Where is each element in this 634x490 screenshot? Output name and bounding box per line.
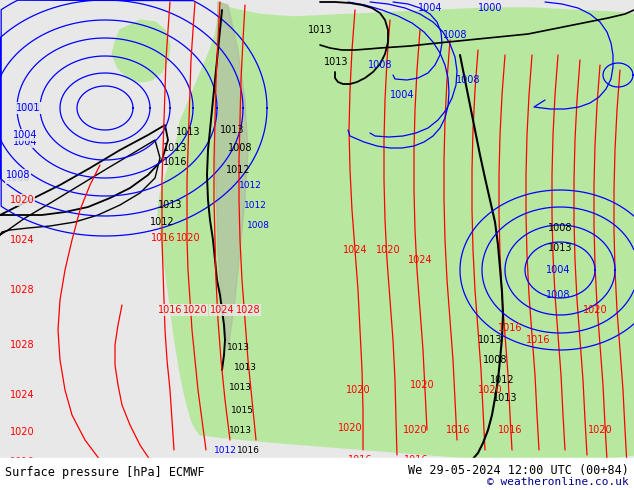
Polygon shape bbox=[215, 2, 248, 350]
Text: 1000: 1000 bbox=[478, 3, 502, 13]
Polygon shape bbox=[112, 20, 170, 82]
Text: 1008: 1008 bbox=[548, 223, 573, 233]
Text: 1024: 1024 bbox=[210, 305, 235, 315]
Text: 1008: 1008 bbox=[368, 60, 392, 70]
Text: 1020: 1020 bbox=[376, 245, 400, 255]
Text: 1016: 1016 bbox=[163, 157, 187, 167]
Text: 1015: 1015 bbox=[231, 406, 254, 415]
Text: 1013: 1013 bbox=[226, 343, 250, 352]
Text: 1008: 1008 bbox=[482, 355, 507, 365]
Text: 1024: 1024 bbox=[343, 245, 367, 255]
Text: 1016: 1016 bbox=[158, 305, 182, 315]
Text: 1012: 1012 bbox=[150, 217, 174, 227]
Text: 1008: 1008 bbox=[443, 30, 467, 40]
Text: 1013: 1013 bbox=[228, 425, 252, 435]
Text: 1016: 1016 bbox=[404, 455, 428, 465]
Text: 1016: 1016 bbox=[236, 445, 259, 455]
Text: 1020: 1020 bbox=[403, 425, 427, 435]
Text: 1020: 1020 bbox=[338, 423, 362, 433]
Text: 1008: 1008 bbox=[456, 75, 480, 85]
Text: 1020: 1020 bbox=[10, 427, 34, 437]
Text: 1020: 1020 bbox=[588, 425, 612, 435]
Text: 1020: 1020 bbox=[583, 305, 607, 315]
Text: 1008: 1008 bbox=[247, 220, 269, 229]
Text: 1016: 1016 bbox=[446, 425, 470, 435]
Text: 1024: 1024 bbox=[10, 390, 34, 400]
Text: 1004: 1004 bbox=[13, 130, 37, 140]
Text: 1016: 1016 bbox=[151, 233, 175, 243]
Text: 1028: 1028 bbox=[10, 285, 34, 295]
Text: 1004: 1004 bbox=[390, 90, 414, 100]
Text: 1024: 1024 bbox=[10, 235, 34, 245]
Text: 1013: 1013 bbox=[307, 25, 332, 35]
Text: 1012: 1012 bbox=[243, 200, 266, 210]
Text: 1016: 1016 bbox=[10, 457, 34, 467]
Text: 1004: 1004 bbox=[13, 137, 37, 147]
Text: 1020: 1020 bbox=[10, 195, 34, 205]
Text: 1012: 1012 bbox=[238, 180, 261, 190]
Text: 1013: 1013 bbox=[324, 57, 348, 67]
Text: 1004: 1004 bbox=[418, 3, 443, 13]
Text: 1016: 1016 bbox=[348, 455, 372, 465]
Text: 1004: 1004 bbox=[546, 265, 570, 275]
Text: Surface pressure [hPa] ECMWF: Surface pressure [hPa] ECMWF bbox=[5, 466, 205, 479]
Text: 1013: 1013 bbox=[233, 364, 257, 372]
Text: 1012: 1012 bbox=[214, 445, 236, 455]
Text: 1028: 1028 bbox=[10, 340, 34, 350]
Text: 1020: 1020 bbox=[477, 385, 502, 395]
Text: 1013: 1013 bbox=[220, 125, 244, 135]
Text: 1008: 1008 bbox=[228, 143, 252, 153]
Text: 1012: 1012 bbox=[489, 375, 514, 385]
Text: 1028: 1028 bbox=[236, 305, 261, 315]
Text: 1008: 1008 bbox=[6, 173, 30, 183]
Text: 1013: 1013 bbox=[228, 384, 252, 392]
Text: 1001: 1001 bbox=[16, 103, 40, 113]
Text: 1008: 1008 bbox=[546, 290, 570, 300]
Text: 1013: 1013 bbox=[158, 200, 182, 210]
Text: We 29-05-2024 12:00 UTC (00+84): We 29-05-2024 12:00 UTC (00+84) bbox=[408, 464, 629, 476]
Text: 1024: 1024 bbox=[408, 255, 432, 265]
Text: 1001: 1001 bbox=[18, 103, 42, 113]
Text: 1008: 1008 bbox=[6, 170, 30, 180]
Text: 1013: 1013 bbox=[493, 393, 517, 403]
Polygon shape bbox=[158, 2, 634, 462]
Text: © weatheronline.co.uk: © weatheronline.co.uk bbox=[488, 477, 629, 487]
Text: 1020: 1020 bbox=[176, 233, 200, 243]
Text: 1016: 1016 bbox=[498, 323, 522, 333]
Text: 1012: 1012 bbox=[226, 165, 250, 175]
Text: 1013: 1013 bbox=[548, 243, 573, 253]
Text: 1013: 1013 bbox=[478, 335, 502, 345]
Text: 1020: 1020 bbox=[346, 385, 370, 395]
Text: 1013: 1013 bbox=[176, 127, 200, 137]
Text: 1020: 1020 bbox=[410, 380, 434, 390]
Text: 1016: 1016 bbox=[498, 425, 522, 435]
Text: 1016: 1016 bbox=[526, 335, 550, 345]
Text: 1013: 1013 bbox=[163, 143, 187, 153]
Text: 1020: 1020 bbox=[183, 305, 207, 315]
